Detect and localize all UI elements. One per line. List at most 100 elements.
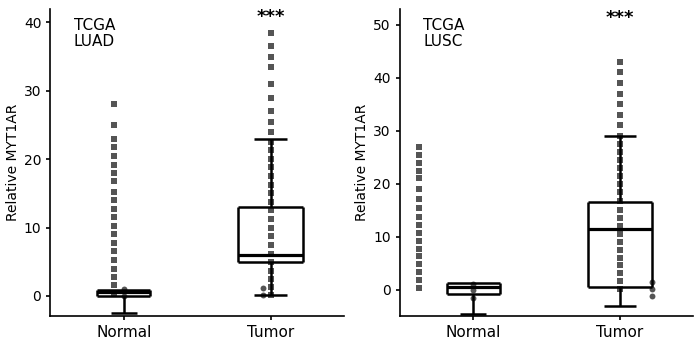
Point — [413, 277, 424, 283]
Point — [577, 206, 589, 211]
Point — [577, 273, 589, 279]
Point — [10, 250, 22, 256]
Point — [212, 268, 223, 274]
Point — [421, 292, 433, 297]
Point — [109, 240, 120, 246]
Point — [413, 246, 424, 251]
Point — [413, 160, 424, 165]
Point — [10, 218, 22, 224]
Point — [265, 259, 276, 264]
Point — [109, 266, 120, 271]
Point — [109, 170, 120, 176]
Point — [577, 197, 589, 202]
Point — [614, 141, 626, 147]
Point — [265, 208, 276, 213]
Point — [421, 199, 433, 204]
Point — [265, 165, 276, 170]
Point — [577, 265, 589, 271]
Point — [212, 220, 223, 226]
Point — [10, 191, 22, 196]
Point — [614, 198, 626, 203]
Point — [614, 286, 626, 292]
Point — [265, 81, 276, 87]
Point — [10, 274, 22, 280]
Point — [265, 268, 276, 273]
Point — [614, 133, 626, 139]
Point — [10, 242, 22, 248]
Point — [413, 186, 424, 192]
Point — [614, 91, 626, 97]
Point — [265, 139, 276, 145]
Point — [265, 251, 276, 256]
Point — [614, 149, 626, 155]
Point — [421, 241, 433, 247]
Point — [421, 275, 433, 280]
Point — [614, 223, 626, 228]
Point — [421, 250, 433, 256]
Point — [413, 238, 424, 243]
Point — [614, 207, 626, 212]
Point — [614, 231, 626, 236]
Point — [265, 182, 276, 188]
Point — [257, 292, 268, 298]
Point — [118, 286, 129, 292]
Point — [468, 288, 479, 293]
Point — [10, 210, 22, 216]
Point — [212, 244, 223, 250]
Point — [212, 212, 223, 218]
Point — [674, 290, 685, 295]
Point — [109, 249, 120, 254]
Point — [109, 102, 120, 107]
Point — [413, 152, 424, 157]
Point — [614, 215, 626, 220]
Point — [109, 178, 120, 184]
Point — [265, 44, 276, 49]
Point — [212, 202, 223, 208]
Point — [577, 248, 589, 254]
Point — [577, 169, 589, 174]
Point — [109, 274, 120, 280]
Point — [577, 133, 589, 138]
Point — [421, 105, 433, 111]
Point — [265, 276, 276, 282]
Point — [421, 146, 433, 152]
Point — [212, 284, 223, 290]
Point — [577, 240, 589, 245]
Point — [647, 286, 658, 292]
Point — [421, 115, 433, 121]
Point — [265, 284, 276, 290]
Point — [614, 239, 626, 244]
Point — [421, 88, 433, 93]
Point — [413, 285, 424, 291]
Point — [577, 214, 589, 219]
Point — [257, 285, 268, 291]
Point — [577, 282, 589, 287]
Point — [421, 207, 433, 212]
Point — [265, 234, 276, 239]
Point — [614, 255, 626, 260]
Point — [614, 101, 626, 107]
Point — [421, 180, 433, 186]
Point — [265, 129, 276, 135]
Point — [614, 70, 626, 75]
Point — [413, 176, 424, 181]
Point — [265, 64, 276, 70]
Text: ***: *** — [606, 9, 634, 27]
Point — [421, 190, 433, 195]
Point — [10, 258, 22, 264]
Point — [577, 257, 589, 262]
Point — [10, 266, 22, 272]
Point — [421, 163, 433, 169]
Point — [647, 293, 658, 299]
Point — [413, 222, 424, 227]
Point — [10, 200, 22, 205]
Point — [413, 205, 424, 210]
Point — [421, 258, 433, 264]
Point — [109, 224, 120, 229]
Point — [614, 181, 626, 186]
Point — [110, 290, 121, 295]
Point — [109, 206, 120, 212]
Point — [421, 37, 433, 42]
Point — [212, 276, 223, 282]
Point — [10, 234, 22, 240]
